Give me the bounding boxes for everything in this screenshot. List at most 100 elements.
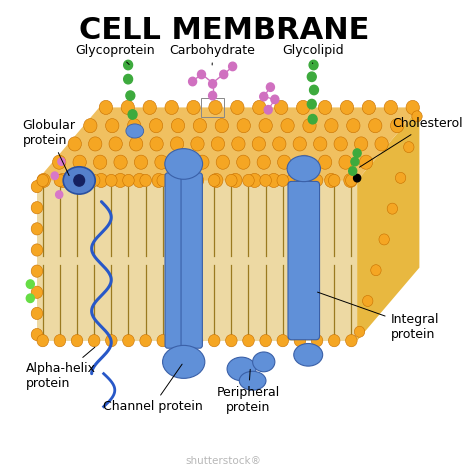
Circle shape [71, 335, 83, 347]
Circle shape [253, 100, 266, 115]
Circle shape [150, 137, 163, 151]
Text: Channel protein: Channel protein [103, 364, 202, 413]
Circle shape [73, 155, 86, 169]
Circle shape [243, 335, 254, 347]
Circle shape [308, 115, 317, 124]
Circle shape [196, 155, 209, 169]
Circle shape [277, 335, 289, 347]
FancyBboxPatch shape [288, 182, 319, 340]
Circle shape [307, 100, 316, 109]
Circle shape [346, 118, 360, 133]
Circle shape [319, 100, 332, 115]
Polygon shape [357, 108, 419, 341]
Text: Globular
protein: Globular protein [23, 119, 76, 175]
Circle shape [31, 181, 43, 193]
Circle shape [339, 155, 352, 169]
Circle shape [157, 335, 169, 347]
Circle shape [174, 335, 186, 347]
Circle shape [271, 95, 279, 104]
Text: Glycolipid: Glycolipid [282, 45, 344, 64]
Circle shape [260, 335, 272, 347]
Circle shape [133, 173, 146, 188]
Circle shape [165, 100, 178, 115]
Text: Peripheral
protein: Peripheral protein [217, 369, 280, 414]
Circle shape [191, 173, 204, 188]
Circle shape [387, 203, 398, 214]
Circle shape [31, 328, 43, 341]
Circle shape [237, 155, 250, 169]
Ellipse shape [239, 371, 266, 390]
Circle shape [384, 100, 398, 115]
Circle shape [68, 137, 82, 151]
Circle shape [58, 158, 65, 165]
Circle shape [191, 137, 204, 151]
Circle shape [37, 174, 48, 187]
Circle shape [55, 191, 63, 198]
Circle shape [346, 174, 357, 187]
Circle shape [114, 173, 127, 188]
Circle shape [349, 167, 357, 175]
Circle shape [229, 173, 242, 188]
Circle shape [187, 100, 200, 115]
Circle shape [354, 326, 365, 337]
Circle shape [354, 174, 361, 182]
Circle shape [99, 100, 112, 115]
Circle shape [54, 335, 66, 347]
Circle shape [362, 100, 375, 115]
Circle shape [124, 60, 133, 70]
Circle shape [149, 118, 163, 133]
Circle shape [53, 155, 66, 169]
Circle shape [209, 100, 222, 115]
Circle shape [309, 60, 318, 70]
Circle shape [215, 118, 228, 133]
Circle shape [243, 174, 254, 187]
Circle shape [296, 100, 310, 115]
Circle shape [216, 155, 229, 169]
Circle shape [37, 173, 50, 188]
Circle shape [359, 155, 373, 169]
Circle shape [89, 137, 102, 151]
Ellipse shape [227, 357, 256, 381]
Circle shape [37, 335, 48, 347]
Circle shape [266, 83, 274, 91]
Circle shape [353, 149, 361, 157]
Circle shape [31, 244, 43, 256]
Circle shape [303, 118, 316, 133]
Circle shape [171, 173, 184, 188]
Text: Alpha-helix
protein: Alpha-helix protein [26, 347, 96, 390]
Circle shape [259, 118, 273, 133]
Circle shape [56, 173, 70, 188]
Circle shape [351, 157, 359, 166]
Circle shape [209, 91, 217, 100]
Circle shape [325, 118, 338, 133]
Circle shape [226, 174, 237, 187]
Circle shape [126, 91, 135, 100]
Ellipse shape [126, 124, 144, 138]
Circle shape [298, 155, 311, 169]
Circle shape [340, 100, 354, 115]
Circle shape [51, 172, 58, 180]
Circle shape [83, 118, 97, 133]
Circle shape [189, 77, 197, 86]
Circle shape [391, 118, 404, 133]
Circle shape [152, 173, 165, 188]
Circle shape [328, 174, 340, 187]
Circle shape [140, 174, 151, 187]
Circle shape [74, 175, 84, 186]
Circle shape [311, 335, 323, 347]
Circle shape [267, 173, 281, 188]
Circle shape [143, 100, 156, 115]
Circle shape [75, 173, 89, 188]
Circle shape [305, 173, 319, 188]
Circle shape [193, 118, 207, 133]
Circle shape [140, 335, 151, 347]
Circle shape [346, 335, 357, 347]
Circle shape [198, 70, 206, 79]
Polygon shape [37, 181, 357, 341]
Circle shape [220, 70, 228, 79]
Circle shape [174, 174, 186, 187]
Circle shape [260, 92, 268, 101]
Circle shape [248, 173, 261, 188]
Circle shape [278, 155, 291, 169]
Circle shape [319, 155, 332, 169]
